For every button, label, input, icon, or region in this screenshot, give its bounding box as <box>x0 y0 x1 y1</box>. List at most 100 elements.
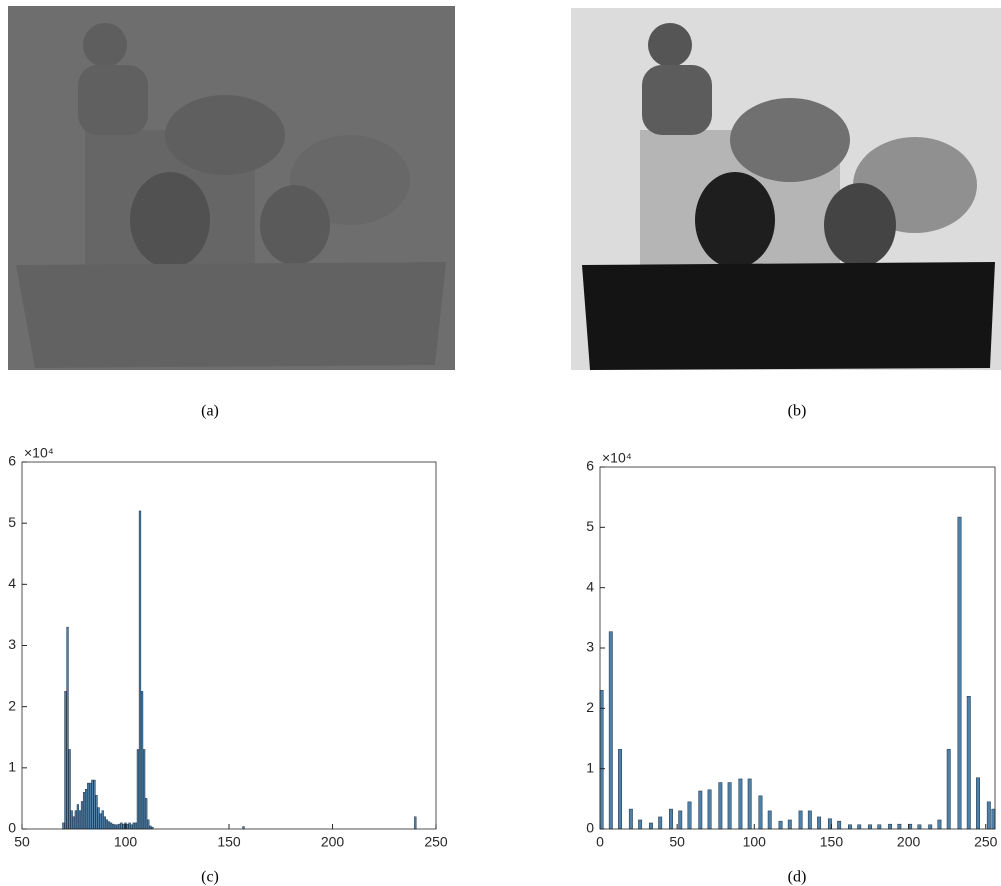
bar <box>85 789 87 829</box>
bar <box>779 821 782 829</box>
figure: (a) (b) 012345650100150200250×10⁴(c)0123… <box>0 0 1001 886</box>
bar <box>116 825 118 829</box>
bar <box>108 822 110 829</box>
bar <box>638 820 641 829</box>
bar <box>888 824 891 829</box>
bar <box>63 823 65 829</box>
y-tick-label: 5 <box>586 518 594 534</box>
bar <box>114 825 116 829</box>
bar <box>618 749 621 829</box>
bar <box>958 517 961 829</box>
caption: (a) <box>201 403 219 420</box>
bar <box>123 824 125 829</box>
bar <box>649 823 652 829</box>
bar <box>87 783 89 829</box>
caption: (d) <box>788 869 807 886</box>
axes-box <box>22 462 436 829</box>
bar <box>112 824 114 829</box>
y-tick-label: 4 <box>8 575 16 591</box>
y-tick-label: 6 <box>8 453 16 469</box>
bar <box>96 795 98 829</box>
bar <box>699 791 702 829</box>
bar <box>98 808 100 829</box>
bar <box>788 820 791 829</box>
bar <box>118 824 120 829</box>
bar <box>67 627 69 829</box>
bar <box>110 823 112 829</box>
y-tick-label: 6 <box>586 458 594 474</box>
bar <box>947 749 950 829</box>
bar <box>137 749 139 829</box>
y-tick-label: 2 <box>8 697 16 713</box>
bar <box>131 825 133 829</box>
y-tick-label: 3 <box>586 639 594 655</box>
bar <box>65 691 67 829</box>
bar <box>938 820 941 829</box>
depth-image-b <box>571 8 1001 370</box>
y-tick-label: 4 <box>586 578 594 594</box>
bar <box>104 817 106 829</box>
bar <box>759 796 762 829</box>
bar <box>768 811 771 829</box>
bar <box>92 780 94 829</box>
bar <box>898 824 901 829</box>
bar <box>141 691 143 829</box>
bar <box>71 811 73 829</box>
x-tick-label: 150 <box>820 834 844 850</box>
bar <box>135 823 137 829</box>
bar <box>139 511 141 829</box>
bar <box>719 783 722 829</box>
caption: (b) <box>788 403 807 420</box>
bar <box>129 823 131 829</box>
bar <box>928 825 931 829</box>
bar <box>629 809 632 829</box>
bar <box>868 825 871 829</box>
bar <box>147 820 149 829</box>
x-tick-label: 250 <box>424 834 448 850</box>
bar <box>658 817 661 829</box>
bar <box>83 792 85 829</box>
bar <box>817 817 820 829</box>
y-tick-label: 5 <box>8 514 16 530</box>
bar <box>69 749 71 829</box>
y-tick-label: 1 <box>586 759 594 775</box>
bar <box>149 826 151 829</box>
y-tick-label: 3 <box>8 636 16 652</box>
bar <box>81 801 83 829</box>
x-tick-label: 200 <box>897 834 921 850</box>
exponent-label: ×10⁴ <box>24 445 54 461</box>
bar <box>976 778 979 829</box>
bar <box>748 779 751 829</box>
y-tick-label: 0 <box>586 820 594 836</box>
bar <box>120 823 122 829</box>
bar <box>967 696 970 829</box>
bar <box>94 780 96 829</box>
bar <box>799 811 802 829</box>
bar <box>89 783 91 829</box>
bar <box>102 811 104 829</box>
page: {"images": [{"caption": "(a)"}, {"captio… <box>0 0 1001 886</box>
bar <box>106 820 108 829</box>
x-tick-label: 50 <box>14 834 30 850</box>
bar <box>143 749 145 829</box>
bar <box>77 805 79 829</box>
bar <box>878 825 881 829</box>
x-tick-label: 250 <box>974 834 998 850</box>
bar <box>73 817 75 829</box>
axes-box <box>600 467 995 829</box>
depth-image-a <box>8 6 455 370</box>
bar <box>848 825 851 829</box>
bar <box>414 817 416 829</box>
x-tick-label: 150 <box>217 834 241 850</box>
bar <box>728 783 731 829</box>
bar <box>609 632 612 829</box>
bar <box>145 798 147 829</box>
bar <box>79 811 81 829</box>
y-tick-label: 2 <box>586 699 594 715</box>
bar <box>987 802 990 829</box>
bar <box>688 802 691 829</box>
bar <box>100 814 102 829</box>
x-tick-label: 0 <box>596 834 604 850</box>
bar <box>133 823 135 829</box>
bar <box>918 825 921 829</box>
